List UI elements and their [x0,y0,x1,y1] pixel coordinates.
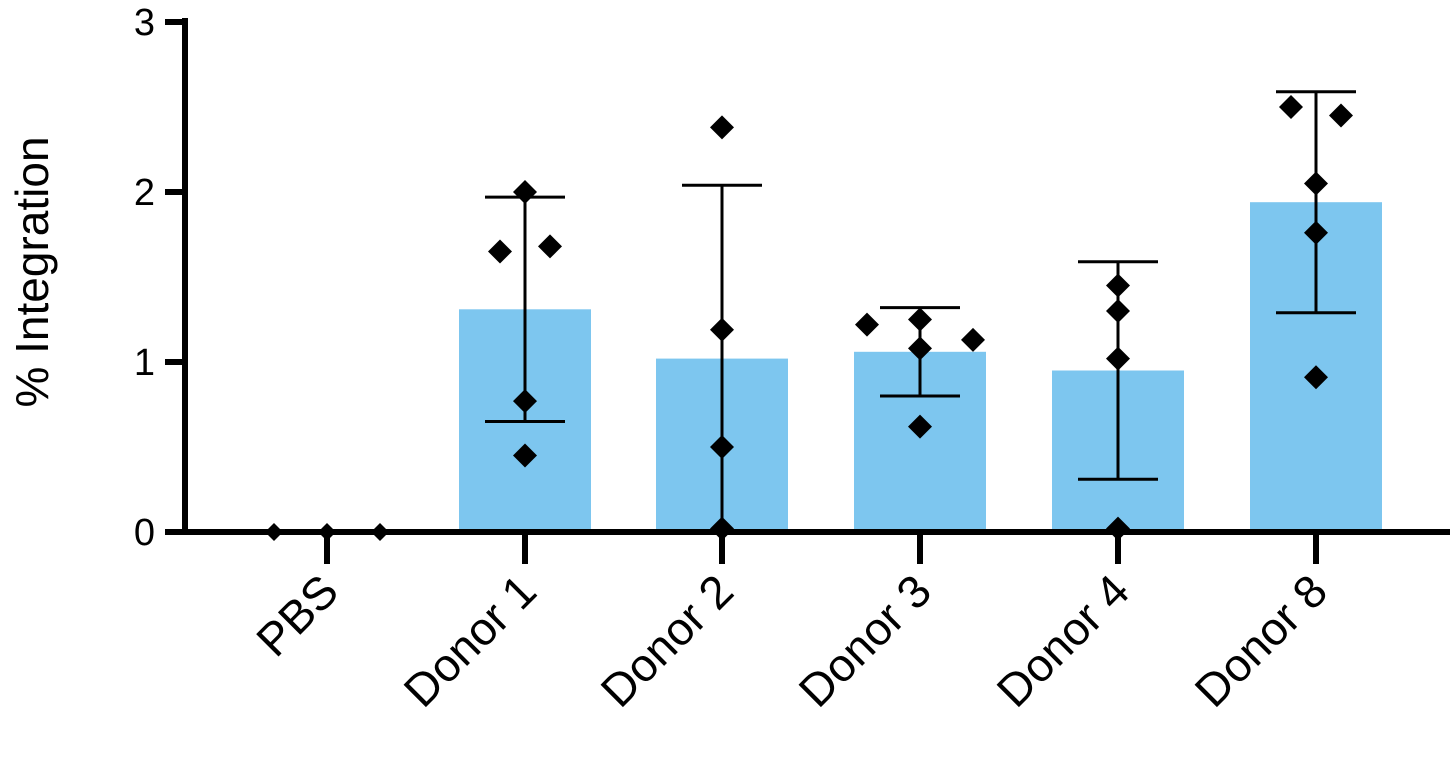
data-point-4-0 [1106,273,1130,298]
data-point-1-1 [488,239,512,264]
error-bars [485,90,1356,532]
data-point-3-0 [855,312,879,337]
y-tick-label-2: 2 [134,172,155,214]
data-point-1-4 [513,443,537,468]
data-point-5-3 [1304,220,1328,245]
data-point-1-0 [513,180,537,204]
data-point-3-4 [908,414,932,439]
data-point-3-3 [908,336,932,361]
data-point-5-1 [1329,103,1353,128]
data-point-4-1 [1106,299,1130,323]
data-point-5-4 [1304,365,1328,390]
y-tick-label-3: 3 [134,2,155,44]
y-tick-label-0: 0 [134,512,155,554]
x-tick-label-1: Donor 1 [394,564,546,716]
data-point-5-0 [1279,95,1303,119]
data-point-2-1 [710,317,734,342]
x-tick-label-2: Donor 2 [591,564,743,716]
data-points [265,95,1353,541]
x-tick-label-3: Donor 3 [789,564,941,716]
data-point-1-2 [538,234,562,259]
y-axis-title: % Integration [6,136,58,407]
data-point-4-2 [1106,346,1130,371]
data-point-3-1 [908,307,932,332]
data-point-5-2 [1304,171,1328,196]
x-tick-label-4: Donor 4 [987,564,1139,716]
x-tick-label-0: PBS [246,564,348,666]
x-tick-label-5: Donor 8 [1185,564,1337,716]
data-point-1-3 [513,389,537,414]
data-point-2-2 [710,435,734,459]
data-point-3-2 [961,327,985,352]
data-point-2-0 [710,115,734,140]
y-tick-label-1: 1 [134,342,155,384]
